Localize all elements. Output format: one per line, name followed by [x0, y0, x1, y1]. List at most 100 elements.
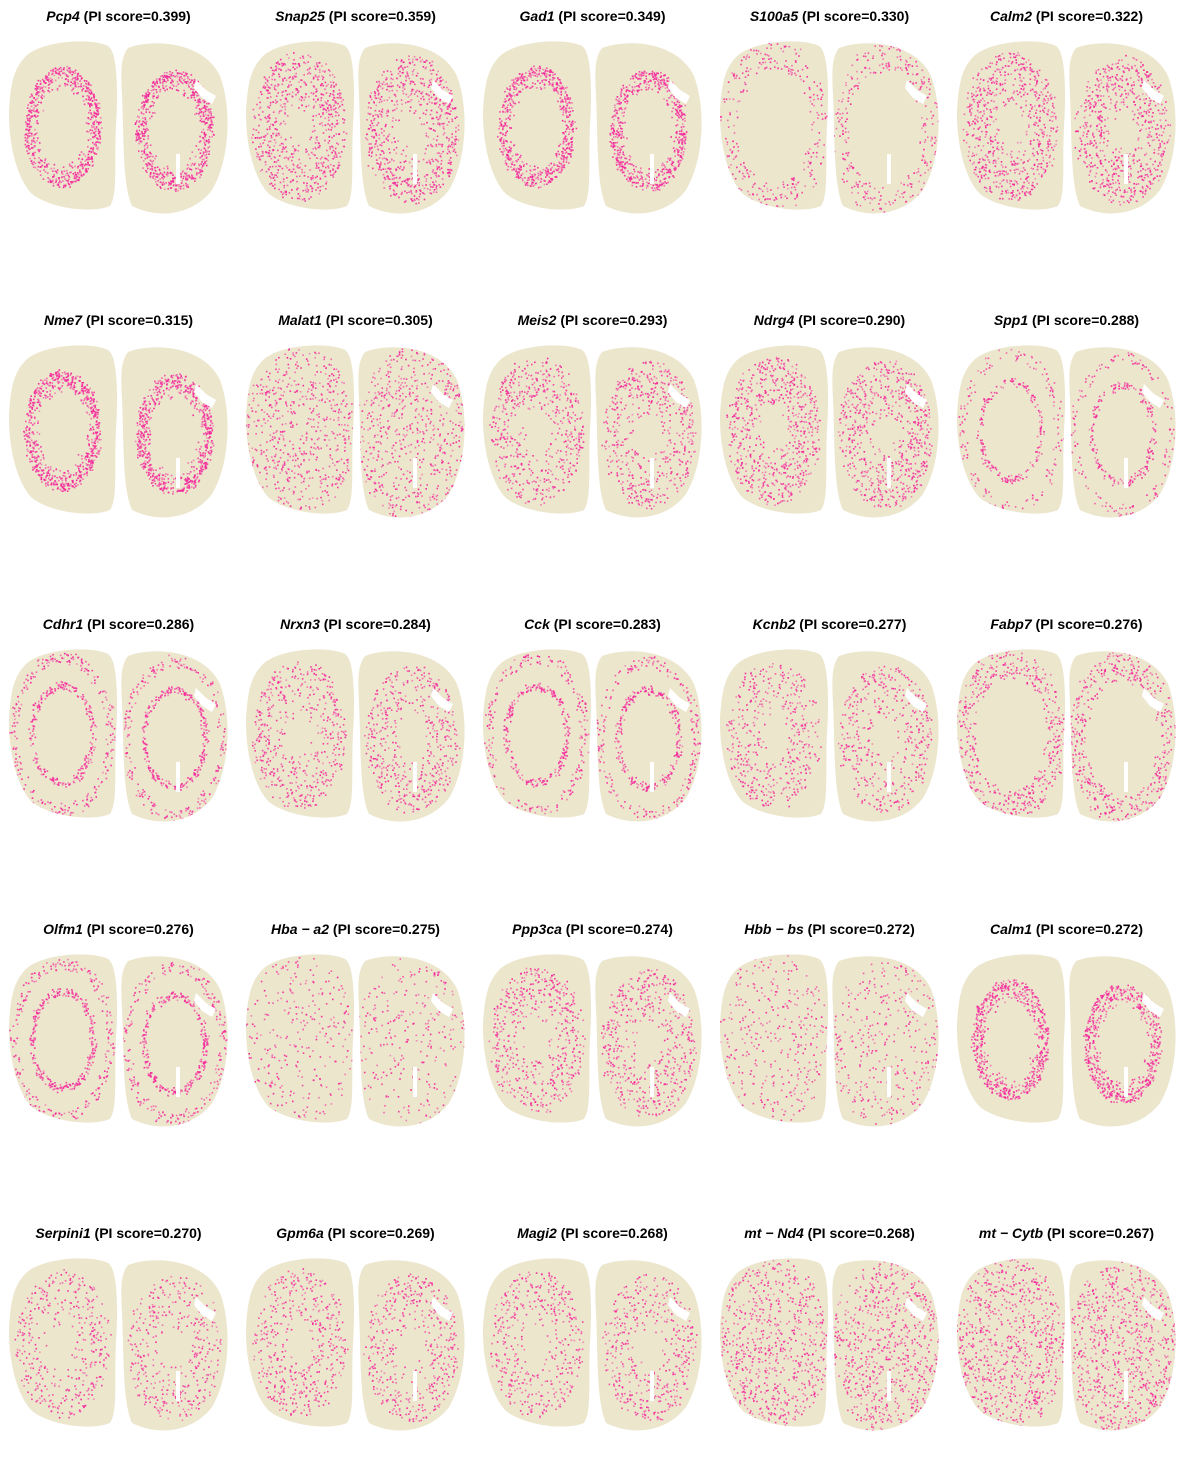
tissue-right-hemisphere [832, 347, 939, 518]
expression-panel: Ppp3ca (PI score=0.274) [474, 921, 711, 1161]
tissue-scatter [956, 41, 1176, 214]
score-value: 0.315 [153, 312, 188, 328]
ventricle-gap [1124, 80, 1164, 184]
ventricle-gap [887, 688, 927, 792]
tissue-right-hemisphere [358, 1260, 465, 1431]
gene-name: Fabp7 [990, 616, 1031, 632]
score-value: 0.270 [162, 1225, 197, 1241]
tissue-left-hemisphere [8, 649, 118, 818]
ventricle-gap [1124, 1297, 1164, 1401]
tissue-scatter [719, 41, 939, 214]
tissue-left-hemisphere [482, 649, 592, 818]
tissue-scatter [482, 41, 702, 214]
panel-title: Hba − a2 (PI score=0.275) [237, 921, 474, 937]
score-value: 0.275 [400, 921, 435, 937]
tissue-scatter [482, 345, 702, 518]
gene-name: S100a5 [750, 8, 798, 24]
panel-title: Kcnb2 (PI score=0.277) [711, 616, 948, 632]
panel-title: Cck (PI score=0.283) [474, 616, 711, 632]
expression-spots [497, 65, 688, 192]
score-label: PI score [1041, 8, 1095, 24]
tissue-left-hemisphere [956, 41, 1066, 210]
gene-name: Gad1 [520, 8, 555, 24]
score-label: PI score [803, 312, 857, 328]
tissue-right-hemisphere [832, 651, 939, 822]
tissue-scatter [956, 345, 1176, 518]
ventricle-gap [413, 688, 453, 792]
panel-title: Magi2 (PI score=0.268) [474, 1225, 711, 1241]
score-label: PI score [92, 616, 146, 632]
score-value: 0.284 [391, 616, 426, 632]
expression-panel: Hbb − bs (PI score=0.272) [711, 921, 948, 1161]
ventricle-gap [413, 80, 453, 184]
score-value: 0.276 [1103, 616, 1138, 632]
panel-title: Hbb − bs (PI score=0.272) [711, 921, 948, 937]
expression-panel: Gpm6a (PI score=0.269) [237, 1225, 474, 1465]
tissue-right-hemisphere [595, 1260, 702, 1431]
panel-title: Cdhr1 (PI score=0.286) [0, 616, 237, 632]
score-value: 0.349 [626, 8, 661, 24]
score-value: 0.268 [628, 1225, 663, 1241]
tissue-left-hemisphere [956, 1258, 1066, 1427]
tissue-right-hemisphere [358, 956, 465, 1127]
tissue-scatter [482, 649, 702, 822]
gene-name: Serpini1 [35, 1225, 90, 1241]
tissue-scatter [719, 345, 939, 518]
expression-panel: Snap25 (PI score=0.359) [237, 8, 474, 248]
panel-title: S100a5 (PI score=0.330) [711, 8, 948, 24]
score-label: PI score [91, 312, 145, 328]
tissue-right-hemisphere [832, 956, 939, 1127]
tissue-right-hemisphere [1069, 347, 1176, 518]
expression-panel: mt − Nd4 (PI score=0.268) [711, 1225, 948, 1465]
tissue-scatter [245, 1258, 465, 1431]
expression-panel: Hba − a2 (PI score=0.275) [237, 921, 474, 1161]
gene-name: Hba − a2 [271, 921, 329, 937]
tissue-left-hemisphere [719, 1258, 829, 1427]
panel-title: mt − Nd4 (PI score=0.268) [711, 1225, 948, 1241]
expression-spots [970, 979, 1163, 1104]
tissue-scatter [719, 649, 939, 822]
expression-spots [252, 661, 461, 814]
tissue-scatter [956, 1258, 1176, 1431]
panel-title: Ndrg4 (PI score=0.290) [711, 312, 948, 328]
tissue-right-hemisphere [1069, 651, 1176, 822]
gene-name: mt − Nd4 [744, 1225, 804, 1241]
tissue-left-hemisphere [8, 1258, 118, 1427]
tissue-right-hemisphere [121, 956, 228, 1127]
tissue-scatter [245, 954, 465, 1127]
panel-title: Serpini1 (PI score=0.270) [0, 1225, 237, 1241]
tissue-left-hemisphere [719, 954, 829, 1123]
expression-panel: Kcnb2 (PI score=0.277) [711, 616, 948, 856]
gene-name: Nrxn3 [280, 616, 320, 632]
score-label: PI score [565, 312, 619, 328]
tissue-scatter [8, 41, 228, 214]
tissue-scatter [8, 649, 228, 822]
gene-name: Snap25 [275, 8, 325, 24]
score-value: 0.272 [1103, 921, 1138, 937]
expression-panel: Calm1 (PI score=0.272) [948, 921, 1185, 1161]
ventricle-gap [176, 80, 216, 184]
expression-spots [719, 1259, 939, 1431]
tissue-left-hemisphere [956, 954, 1066, 1123]
panel-title: Calm2 (PI score=0.322) [948, 8, 1185, 24]
score-label: PI score [570, 921, 624, 937]
panel-title: Nme7 (PI score=0.315) [0, 312, 237, 328]
ventricle-gap [887, 1297, 927, 1401]
gene-name: Ndrg4 [754, 312, 794, 328]
ventricle-gap [650, 80, 690, 184]
expression-spots [726, 356, 933, 508]
score-value: 0.268 [875, 1225, 910, 1241]
expression-spots [488, 967, 697, 1117]
gene-name: Spp1 [994, 312, 1028, 328]
gene-name: Ppp3ca [512, 921, 562, 937]
expression-panel: Malat1 (PI score=0.305) [237, 312, 474, 552]
tissue-scatter [245, 41, 465, 214]
tissue-left-hemisphere [8, 954, 118, 1123]
tissue-right-hemisphere [358, 43, 465, 214]
score-value: 0.322 [1103, 8, 1138, 24]
score-label: PI score [99, 1225, 153, 1241]
expression-spots [719, 42, 939, 214]
panel-title: Pcp4 (PI score=0.399) [0, 8, 237, 24]
ventricle-gap [650, 384, 690, 488]
tissue-scatter [719, 954, 939, 1127]
